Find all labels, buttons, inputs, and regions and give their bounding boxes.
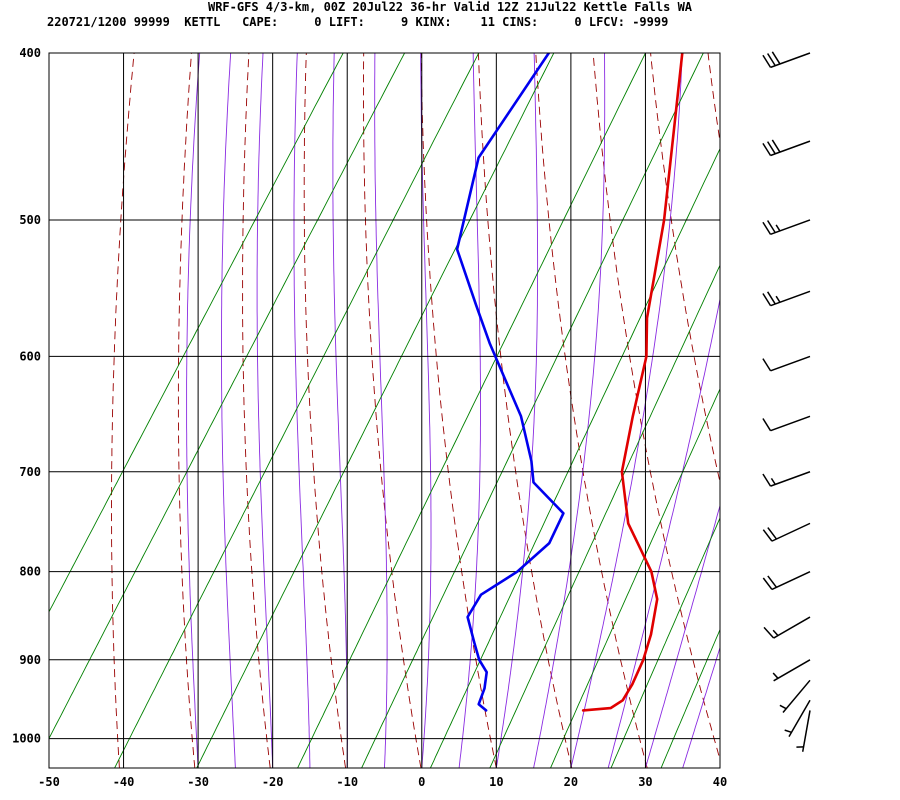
- wind-barb: [796, 710, 811, 752]
- sounding-title: WRF-GFS 4/3-km, 00Z 20Jul22 36-hr Valid …: [207, 0, 693, 14]
- dry-adiabat: [177, 53, 196, 768]
- wind-barb: [762, 139, 811, 157]
- wind-barb: [779, 679, 811, 713]
- dry-adiabat: [707, 53, 720, 145]
- y-tick-label: 600: [19, 349, 41, 363]
- sounding-indices: 220721/1200 99999 KETTL CAPE: 0 LIFT: 9 …: [47, 15, 669, 29]
- mixing-ratio-line: [297, 53, 647, 768]
- x-tick-label: -30: [187, 775, 209, 789]
- y-tick-label: 800: [19, 565, 41, 579]
- x-tick-label: 0: [418, 775, 425, 789]
- plot-frame: [48, 52, 721, 769]
- mixing-ratio-line: [361, 53, 704, 768]
- dry-adiabat: [242, 53, 271, 768]
- wind-barbs: [762, 51, 811, 752]
- mixing-ratio-line: [550, 387, 720, 768]
- wind-barb: [762, 219, 811, 236]
- mixing-ratio-line: [49, 53, 344, 613]
- x-tick-label: 40: [713, 775, 727, 789]
- moist-adiabat: [332, 53, 348, 768]
- wind-barb: [772, 659, 811, 682]
- moist-adiabat: [570, 53, 683, 768]
- mixing-ratio-line: [610, 516, 720, 768]
- wind-barb: [762, 570, 811, 591]
- moist-adiabat: [374, 53, 388, 768]
- wind-barb: [762, 471, 811, 487]
- mixing-ratio-line: [114, 53, 480, 768]
- mixing-ratio-line: [489, 264, 720, 768]
- temperature-profile: [581, 53, 684, 712]
- moist-adiabat: [293, 53, 311, 768]
- mixing-ratio-line: [429, 147, 720, 768]
- x-tick-label: 10: [489, 775, 503, 789]
- wind-barb: [763, 616, 811, 639]
- moist-adiabat: [533, 53, 606, 768]
- moist-adiabat: [682, 646, 720, 768]
- dry-adiabat: [763, 34, 900, 768]
- wind-barb: [784, 699, 811, 738]
- x-tick-label: -40: [113, 775, 135, 789]
- mixing-ratio-line: [49, 53, 406, 740]
- dry-adiabat: [650, 53, 720, 484]
- moist-adiabat: [495, 53, 539, 768]
- dry-adiabat: [477, 53, 573, 768]
- isotherm-isobar-grid: [48, 52, 721, 768]
- wind-barb: [762, 415, 811, 432]
- axis-labels: -50 -40 -30 -20 -10 0 10 20 30 40 400 500 600 700 800 9…: [12, 46, 727, 789]
- moist-adiabat: [256, 53, 274, 768]
- mixing-ratio-line: [196, 53, 555, 768]
- dry-adiabat: [820, 34, 900, 768]
- moist-adiabat: [607, 296, 720, 768]
- dry-adiabat: [303, 53, 347, 768]
- dry-adiabat: [363, 53, 422, 768]
- mixing-ratio-line: [660, 628, 720, 768]
- x-tick-label: 30: [638, 775, 652, 789]
- wind-barb: [762, 522, 811, 542]
- y-tick-label: 900: [19, 653, 41, 667]
- y-tick-label: 700: [19, 465, 41, 479]
- moist-adiabat: [719, 766, 720, 768]
- x-tick-label: -10: [336, 775, 358, 789]
- moist-adiabat: [420, 53, 432, 768]
- dry-adiabat: [111, 53, 135, 768]
- moist-adiabat: [644, 504, 720, 768]
- sounding-profiles: [455, 53, 684, 712]
- moist-adiabat: [186, 53, 201, 768]
- moist-adiabat: [458, 53, 481, 768]
- y-tick-label: 500: [19, 213, 41, 227]
- dry-adiabat: [877, 34, 900, 768]
- moist-adiabat: [221, 53, 236, 768]
- x-tick-label: -50: [38, 775, 60, 789]
- dry-adiabat: [535, 53, 648, 768]
- wind-barb: [762, 355, 811, 372]
- dry-adiabat: [592, 53, 720, 761]
- x-tick-label: -20: [262, 775, 284, 789]
- y-tick-label: 400: [19, 46, 41, 60]
- x-tick-label: 20: [564, 775, 578, 789]
- y-tick-label: 1000: [12, 732, 41, 746]
- wind-barb: [762, 290, 811, 307]
- dewpoint-profile: [455, 53, 565, 712]
- thermo-background-lines: [49, 34, 900, 768]
- dry-adiabat: [420, 53, 497, 768]
- wind-barb: [762, 51, 811, 69]
